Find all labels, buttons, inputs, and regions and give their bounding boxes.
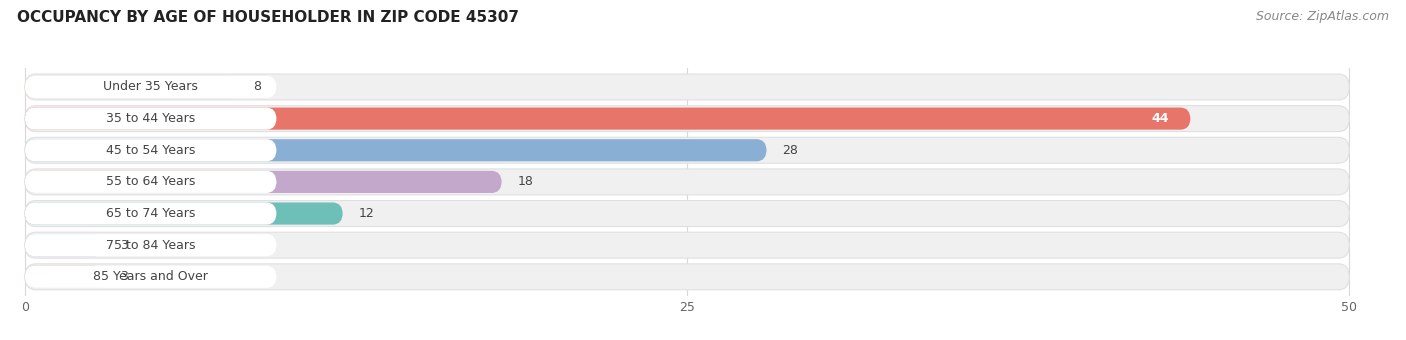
Text: 35 to 44 Years: 35 to 44 Years	[105, 112, 195, 125]
Text: 45 to 54 Years: 45 to 54 Years	[105, 144, 195, 157]
FancyBboxPatch shape	[25, 137, 1350, 163]
FancyBboxPatch shape	[25, 266, 104, 288]
FancyBboxPatch shape	[25, 139, 766, 162]
FancyBboxPatch shape	[25, 234, 104, 256]
FancyBboxPatch shape	[25, 139, 277, 162]
FancyBboxPatch shape	[25, 107, 277, 130]
FancyBboxPatch shape	[25, 232, 1350, 258]
Text: 44: 44	[1152, 112, 1170, 125]
FancyBboxPatch shape	[25, 74, 1350, 100]
Text: Source: ZipAtlas.com: Source: ZipAtlas.com	[1256, 10, 1389, 23]
Text: Under 35 Years: Under 35 Years	[103, 81, 198, 94]
Text: 12: 12	[359, 207, 374, 220]
Text: 3: 3	[120, 239, 128, 252]
Text: 75 to 84 Years: 75 to 84 Years	[105, 239, 195, 252]
FancyBboxPatch shape	[25, 171, 277, 193]
FancyBboxPatch shape	[25, 202, 277, 225]
Text: 65 to 74 Years: 65 to 74 Years	[105, 207, 195, 220]
Text: 8: 8	[253, 81, 260, 94]
FancyBboxPatch shape	[25, 201, 1350, 226]
FancyBboxPatch shape	[25, 266, 277, 288]
FancyBboxPatch shape	[25, 202, 343, 225]
Text: 18: 18	[517, 175, 533, 188]
Text: 55 to 64 Years: 55 to 64 Years	[105, 175, 195, 188]
FancyBboxPatch shape	[25, 76, 277, 98]
FancyBboxPatch shape	[25, 234, 277, 256]
FancyBboxPatch shape	[25, 171, 502, 193]
FancyBboxPatch shape	[25, 76, 236, 98]
Text: 28: 28	[783, 144, 799, 157]
FancyBboxPatch shape	[25, 169, 1350, 195]
FancyBboxPatch shape	[25, 107, 1191, 130]
FancyBboxPatch shape	[25, 106, 1350, 132]
Text: 3: 3	[120, 270, 128, 283]
Text: OCCUPANCY BY AGE OF HOUSEHOLDER IN ZIP CODE 45307: OCCUPANCY BY AGE OF HOUSEHOLDER IN ZIP C…	[17, 10, 519, 25]
Text: 85 Years and Over: 85 Years and Over	[93, 270, 208, 283]
FancyBboxPatch shape	[25, 264, 1350, 290]
